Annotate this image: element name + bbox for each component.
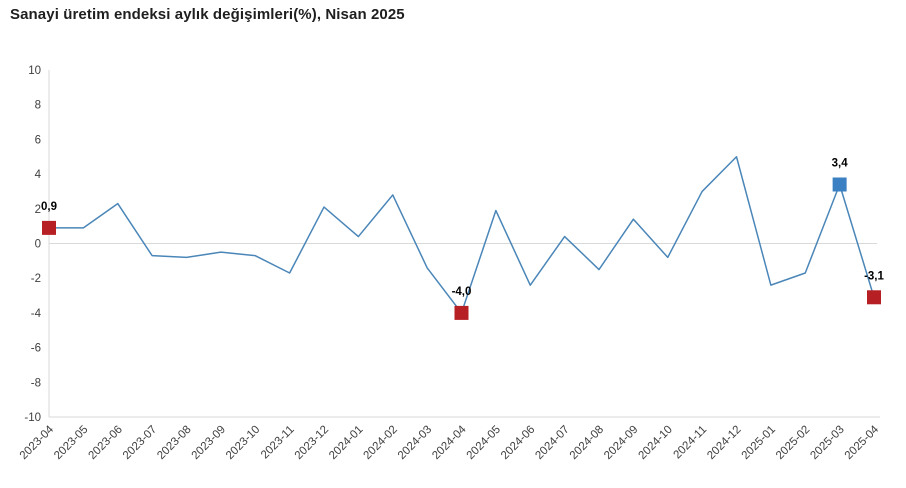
x-axis-tick-label: 2025-01 [740,424,778,462]
x-axis-tick-label: 2023-12 [293,424,331,462]
x-axis-tick-label: 2024-06 [499,424,537,462]
y-axis-tick-label: -6 [31,343,41,355]
x-axis-tick-label: 2023-10 [224,424,262,462]
y-axis-tick-label: -10 [24,412,41,424]
x-axis-tick-label: 2025-03 [808,424,846,462]
x-axis-tick-label: 2024-03 [396,424,434,462]
y-axis-tick-label: 8 [35,100,41,112]
x-axis-tick-label: 2025-02 [774,424,812,462]
x-axis-tick-label: 2023-07 [121,424,159,462]
x-axis-tick-label: 2025-04 [843,423,882,462]
x-axis-tick-label: 2024-11 [672,424,710,462]
x-axis-tick-label: 2023-06 [87,424,125,462]
x-axis-tick-label: 2024-05 [465,424,503,462]
y-axis-tick-label: -2 [31,273,41,285]
x-axis-tick-label: 2024-12 [705,424,743,462]
data-point-label: 3,4 [832,158,849,170]
data-point-marker [832,177,847,192]
x-axis-tick-label: 2024-01 [327,424,365,462]
y-axis-tick-label: -8 [31,377,41,389]
data-point-marker [42,220,56,235]
data-point-label: -4,0 [452,286,472,298]
data-point-marker [867,290,881,305]
x-axis-tick-label: 2023-11 [259,424,297,462]
y-axis-tick-label: 10 [28,65,41,77]
y-axis-tick-label: 6 [35,134,41,146]
chart-title: Sanayi üretim endeksi aylık değişimleri(… [10,6,405,23]
x-axis-tick-label: 2024-08 [568,424,606,462]
data-point-marker [454,305,469,320]
x-axis-tick-label: 2024-10 [637,424,675,462]
data-point-label: 0,9 [41,201,57,213]
data-point-label: -3,1 [864,270,884,282]
x-axis-tick-label: 2024-09 [602,424,640,462]
x-axis-tick-label: 2024-04 [430,423,469,462]
x-axis-tick-label: 2023-09 [190,424,228,462]
x-axis-tick-label: 2024-07 [533,424,571,462]
y-axis-tick-label: -4 [31,308,42,320]
y-axis-tick-label: 2 [35,204,41,216]
x-axis-tick-label: 2024-02 [362,424,400,462]
y-axis-tick-label: 0 [35,239,41,251]
y-axis-tick-label: 4 [35,169,42,181]
x-axis-tick-label: 2023-08 [155,424,193,462]
x-axis-tick-label: 2023-04 [18,423,57,462]
x-axis-tick-label: 2023-05 [52,424,90,462]
